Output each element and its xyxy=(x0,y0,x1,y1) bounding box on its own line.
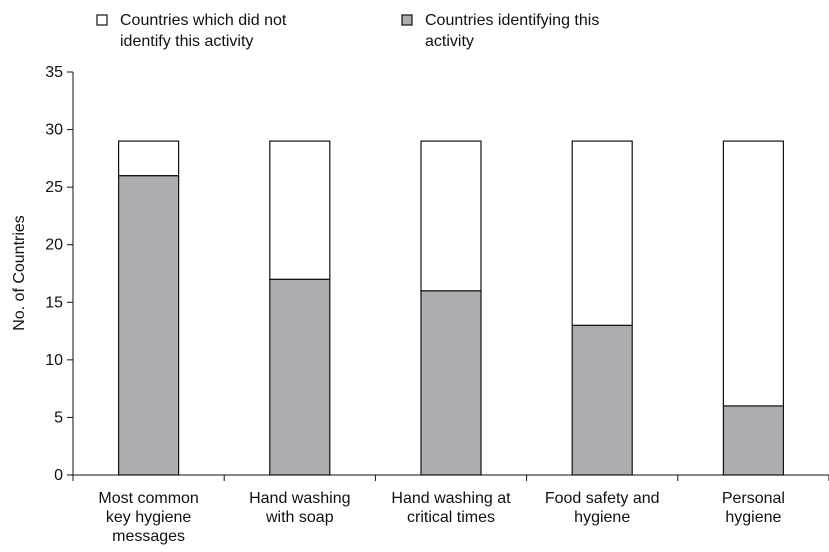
y-tick-label: 35 xyxy=(45,64,63,81)
axes: 0 5 10 15 20 25 30 35 Most common key hygiene mess… xyxy=(45,64,829,545)
x-tick-label: Most common key hygiene messages xyxy=(98,490,198,545)
x-tick-label: Food safety and hygiene xyxy=(545,490,660,526)
legend-swatch xyxy=(401,14,413,26)
y-tick-label: 30 xyxy=(45,122,63,139)
x-tick-label: Hand washing with soap xyxy=(249,490,350,526)
bar-segment xyxy=(722,140,785,407)
y-tick-label: 15 xyxy=(45,294,63,311)
bar-segment xyxy=(571,324,633,476)
bars xyxy=(117,140,785,476)
legend-label: Countries which did not identify this act… xyxy=(120,12,287,50)
bar-segment xyxy=(269,278,331,476)
bar-segment xyxy=(117,140,180,177)
y-tick-label: 5 xyxy=(54,409,63,426)
legend-label: Countries identifying this activity xyxy=(425,12,599,50)
x-tick-label: Personal hygiene xyxy=(722,490,785,526)
bar-segment xyxy=(117,175,180,476)
bar-segment xyxy=(269,140,331,280)
y-tick-label: 10 xyxy=(45,352,63,369)
y-tick-label: 20 xyxy=(45,237,63,254)
y-tick-label: 0 xyxy=(54,467,63,484)
bar-segment xyxy=(722,405,785,476)
bar-segment xyxy=(571,140,633,326)
x-tick-label: Hand washing at critical times xyxy=(391,490,511,526)
y-axis-title: No. of Countries xyxy=(11,215,28,331)
y-tick-label: 25 xyxy=(45,179,63,196)
legend-swatch xyxy=(96,14,108,26)
bar-segment xyxy=(420,290,482,476)
legend: Countries which did not identify this act… xyxy=(96,12,599,50)
bar-segment xyxy=(420,140,482,292)
